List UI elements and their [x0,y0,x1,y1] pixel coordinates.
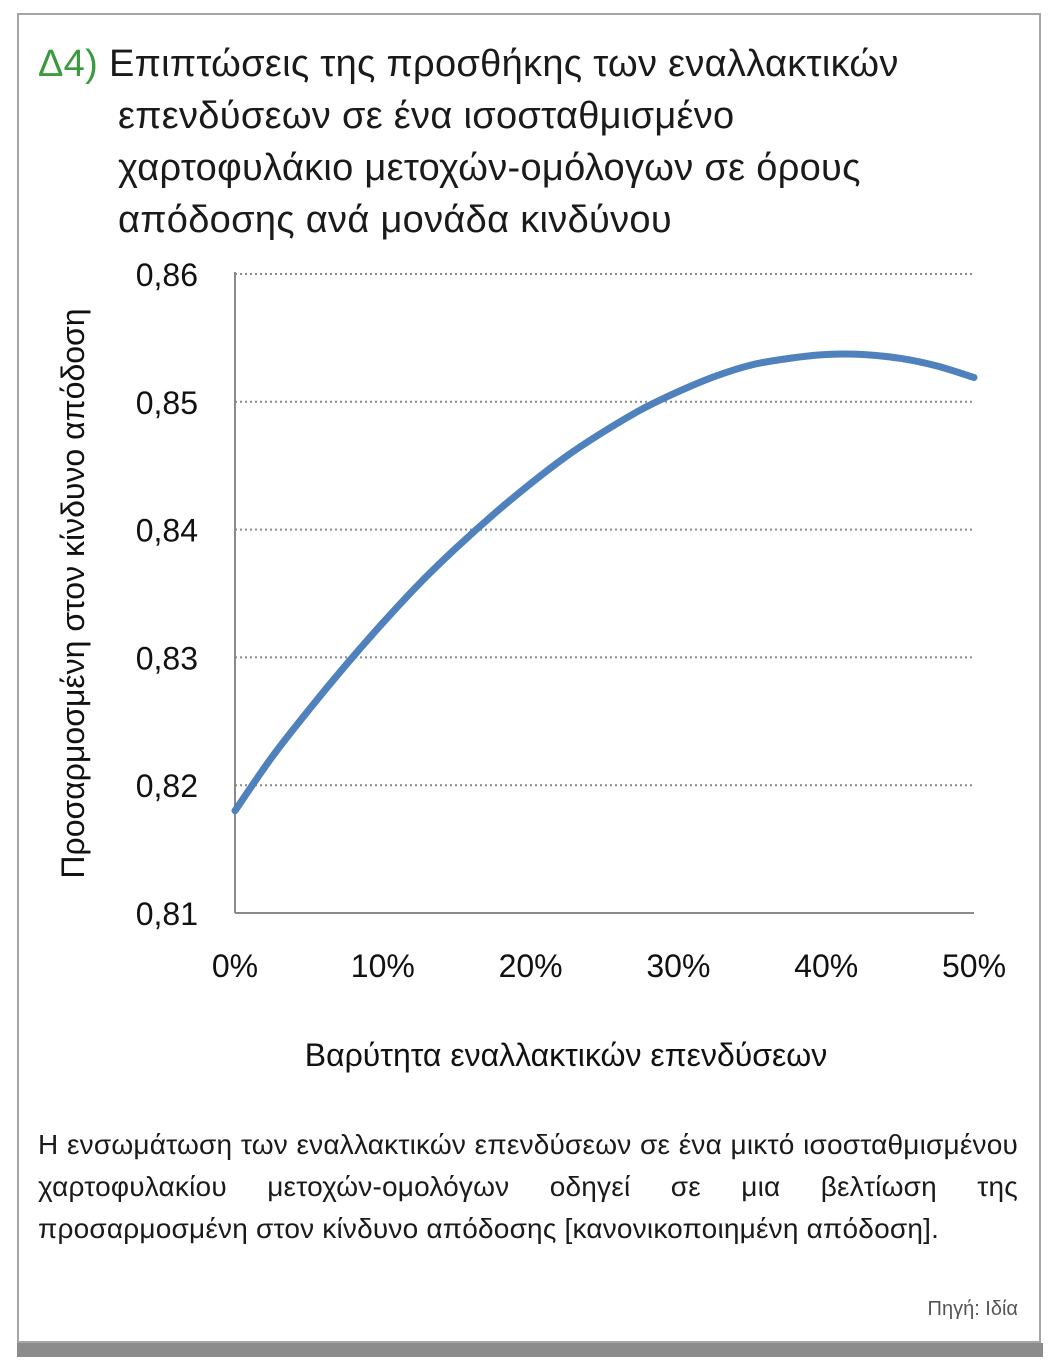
y-tick-label: 0,81 [136,896,198,932]
x-tick-label: 40% [794,948,858,984]
x-axis-title: Βαρύτητα εναλλακτικών επενδύσεων [305,1037,828,1073]
panel-frame [17,13,1041,1343]
series-line-0 [231,350,978,815]
title-line-1: Επιπτώσεις της προσθήκης των εναλλακτικώ… [108,43,899,85]
y-tick-label: 0,85 [136,385,198,421]
chart-title: Δ4) Επιπτώσεις της προσθήκης των εναλλακ… [38,38,1018,246]
x-tick-label: 30% [646,948,710,984]
title-line-3: χαρτοφυλάκιο μετοχών-ομόλογων σε όρους [118,147,861,189]
y-tick-label: 0,84 [136,513,198,549]
chart-caption: Η ενσωμάτωση των εναλλακτικών επενδύσεων… [38,1129,1018,1244]
y-tick-label: 0,86 [136,257,198,293]
y-tick-label: 0,82 [136,768,198,804]
y-axis-title: Προσαρμοσμένη στον κίνδυνο απόδοση [55,308,91,878]
title-prefix: Δ4) [38,43,99,85]
title-line-2: επενδύσεων σε ένα ισοσταθμισμένο [118,95,735,137]
source-note: Πηγή: Ιδία [927,1298,1019,1320]
title-line-4: απόδοσης ανά μονάδα κινδύνου [118,199,672,241]
x-tick-label: 20% [499,948,563,984]
x-tick-label: 50% [942,948,1006,984]
x-tick-label: 0% [212,948,258,984]
y-tick-label: 0,83 [136,640,198,676]
panel-bottom-bar [17,1343,1043,1357]
x-tick-label: 10% [351,948,415,984]
